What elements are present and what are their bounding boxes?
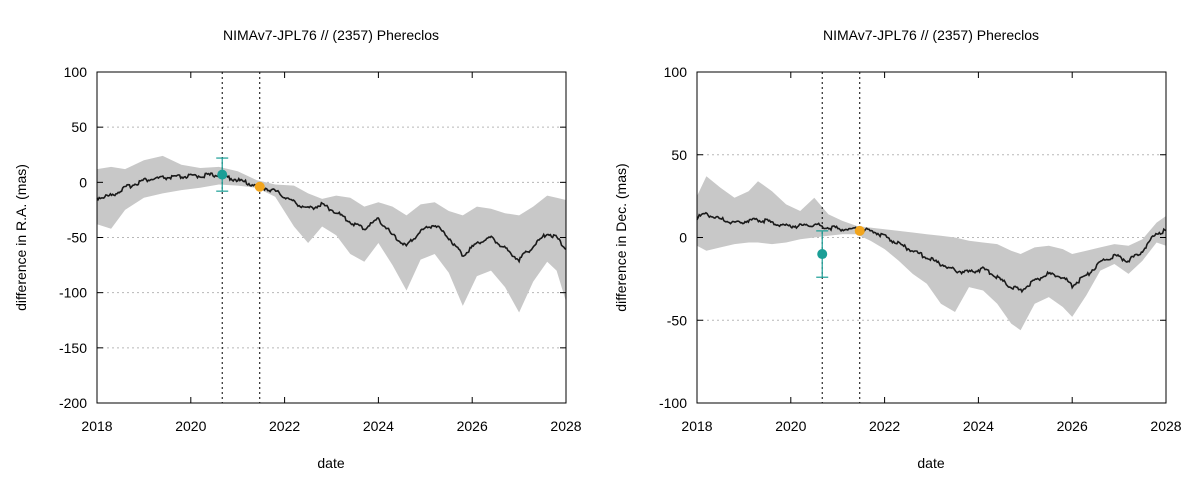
y-axis-label: difference in R.A. (mas) (13, 164, 29, 311)
x-tick-label: 2028 (550, 418, 581, 434)
observation-2-point (854, 225, 865, 236)
y-tick-label: 0 (679, 230, 687, 246)
difference-line (696, 211, 1167, 294)
y-axis-label: difference in Dec. (mas) (613, 163, 629, 311)
y-tick-label: -100 (659, 395, 687, 411)
x-tick-label: 2022 (869, 418, 900, 434)
y-tick-label: 50 (671, 147, 687, 163)
y-tick-label: -200 (59, 395, 87, 411)
uncertainty-band (697, 176, 1166, 331)
y-tick-label: -50 (67, 230, 87, 246)
chart-title: NIMAv7-JPL76 // (2357) Phereclos (823, 27, 1039, 43)
x-tick-label: 2018 (681, 418, 712, 434)
x-axis-label: date (917, 455, 944, 471)
x-tick-label: 2018 (81, 418, 112, 434)
x-tick-label: 2020 (175, 418, 206, 434)
x-tick-label: 2020 (775, 418, 806, 434)
y-tick-label: 0 (79, 174, 87, 190)
x-tick-label: 2028 (1150, 418, 1181, 434)
uncertainty-band (97, 155, 566, 313)
x-tick-label: 2024 (963, 418, 994, 434)
difference-line (96, 172, 567, 264)
y-tick-label: 100 (664, 64, 688, 80)
y-tick-label: 50 (71, 119, 87, 135)
x-tick-label: 2026 (457, 418, 488, 434)
observation-1-point (817, 249, 828, 260)
y-tick-label: 100 (64, 64, 88, 80)
chart-2: -100 -50 0 50 100 2018 2020 2022 2024 2026 2028 NIM… (613, 27, 1182, 471)
x-tick-label: 2026 (1057, 418, 1088, 434)
observation-1-point (217, 169, 228, 180)
chart-1: -200 -150 -100 -50 0 50 100 2018 2020 2022 2024 202… (13, 27, 582, 471)
x-tick-label: 2024 (363, 418, 394, 434)
y-tick-label: -50 (667, 312, 687, 328)
observation-2-point (254, 181, 265, 192)
chart-title: NIMAv7-JPL76 // (2357) Phereclos (223, 27, 439, 43)
y-tick-label: -150 (59, 340, 87, 356)
x-tick-label: 2022 (269, 418, 300, 434)
x-axis-label: date (317, 455, 344, 471)
y-tick-label: -100 (59, 285, 87, 301)
